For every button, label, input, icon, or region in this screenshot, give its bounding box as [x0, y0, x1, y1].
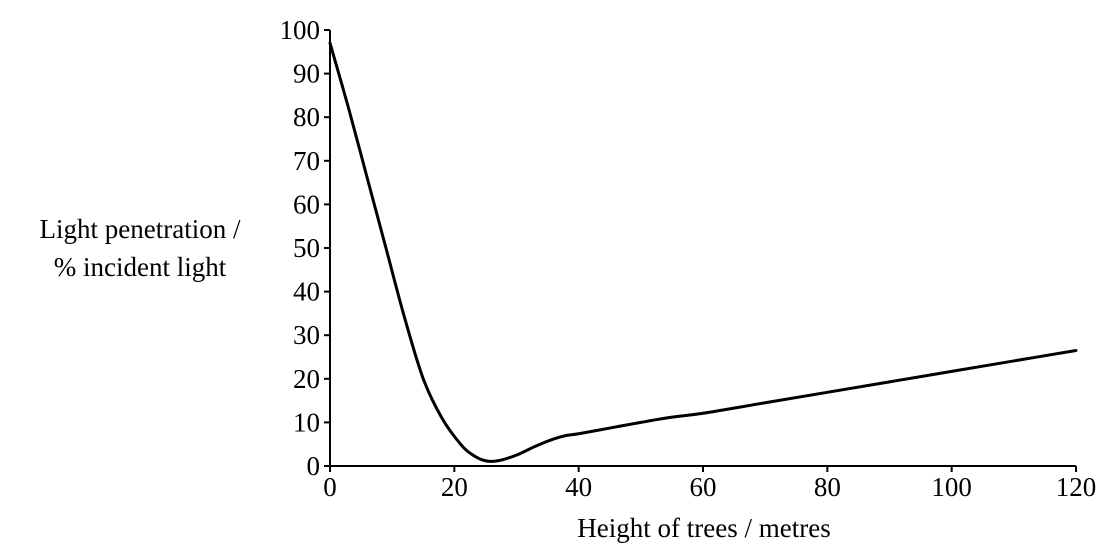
y-tick-label: 100	[280, 15, 321, 45]
y-axis-label-line-1: Light penetration /	[39, 214, 241, 244]
x-tick-label: 20	[441, 472, 468, 502]
y-tick-label: 70	[293, 146, 320, 176]
x-axis-label: Height of trees / metres	[577, 513, 831, 543]
ticks: 0 10 20 30 40 50 60 70 80 90 100 0 20 40 60 80 100 120	[280, 15, 1097, 502]
y-tick-label: 80	[293, 102, 320, 132]
x-tick-label: 80	[814, 472, 841, 502]
x-tick-label: 40	[565, 472, 592, 502]
y-tick-label: 10	[293, 407, 320, 437]
y-tick-label: 90	[293, 59, 320, 89]
series-line	[328, 41, 1078, 463]
x-tick-label: 100	[931, 472, 972, 502]
x-tick-label: 0	[323, 472, 337, 502]
y-tick-label: 40	[293, 277, 320, 307]
y-tick-label: 0	[307, 451, 321, 481]
y-tick-label: 20	[293, 364, 320, 394]
x-tick-label: 120	[1056, 472, 1097, 502]
y-axis-label-line-2: % incident light	[53, 252, 227, 282]
series	[328, 41, 1078, 463]
y-tick-label: 30	[293, 320, 320, 350]
axes	[329, 30, 1076, 467]
y-tick-label: 50	[293, 233, 320, 263]
y-tick-label: 60	[293, 189, 320, 219]
x-tick-label: 60	[690, 472, 717, 502]
